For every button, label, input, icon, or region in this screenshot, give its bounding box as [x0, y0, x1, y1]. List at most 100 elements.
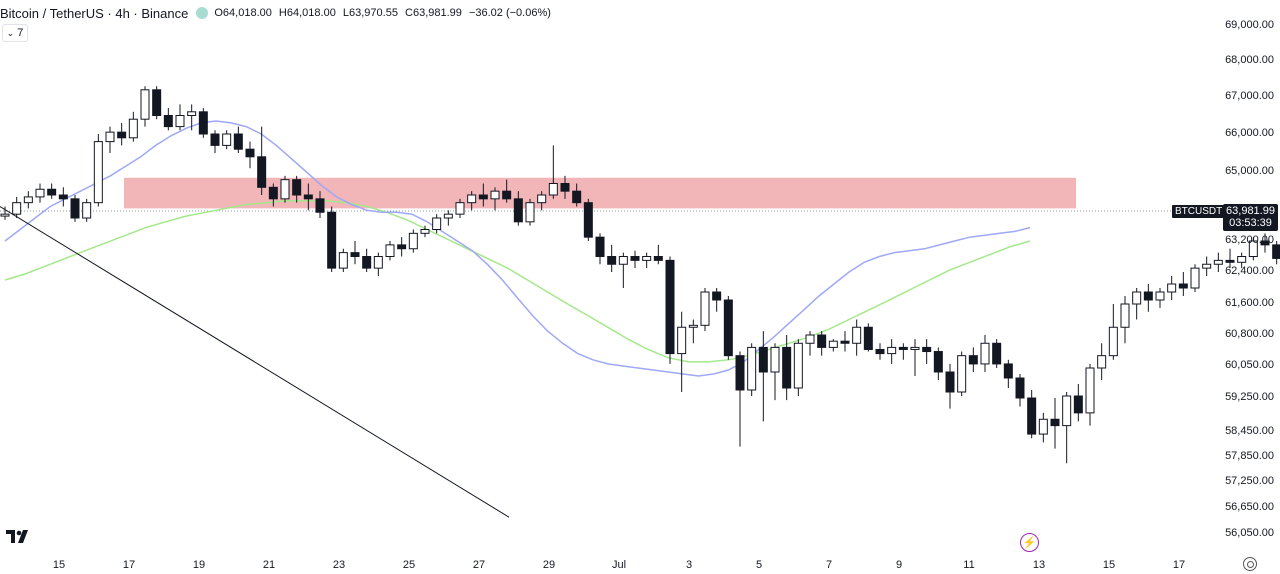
candle-down[interactable] [513, 198, 523, 223]
candle-down[interactable] [1260, 240, 1270, 246]
candle-down[interactable] [1003, 363, 1013, 379]
candle-up[interactable] [0, 213, 10, 217]
candle-up[interactable] [280, 179, 290, 200]
candle-down[interactable] [758, 346, 768, 373]
candle-down[interactable] [875, 348, 885, 355]
candle-down[interactable] [502, 190, 512, 200]
candle-down[interactable] [1225, 259, 1235, 263]
candle-up[interactable] [793, 342, 803, 389]
candle-up[interactable] [1038, 418, 1048, 435]
candle-down[interactable] [327, 211, 337, 269]
ascending-trendline[interactable] [0, 206, 510, 518]
candle-down[interactable] [1027, 397, 1037, 435]
candle-down[interactable] [898, 346, 908, 350]
candle-up[interactable] [805, 334, 815, 344]
candle-down[interactable] [607, 256, 617, 265]
candle-up[interactable] [677, 326, 687, 355]
candle-down[interactable] [303, 194, 313, 200]
candle-up[interactable] [688, 324, 698, 328]
candle-up[interactable] [93, 141, 103, 204]
symbol-title[interactable]: Bitcoin / TetherUS · 4h · Binance [0, 5, 189, 21]
resistance-zone[interactable] [124, 177, 1076, 209]
candle-down[interactable] [58, 194, 68, 200]
candle-down[interactable] [245, 148, 255, 158]
candle-down[interactable] [723, 299, 733, 357]
candle-up[interactable] [175, 115, 185, 128]
candle-down[interactable] [1178, 283, 1188, 289]
candle-up[interactable] [1202, 263, 1212, 269]
candle-down[interactable] [210, 133, 220, 146]
candle-up[interactable] [1190, 267, 1200, 289]
candle-up[interactable] [467, 194, 477, 204]
candle-up[interactable] [1108, 326, 1118, 357]
candle-down[interactable] [712, 291, 722, 301]
candle-down[interactable] [1272, 244, 1280, 259]
candle-up[interactable] [490, 190, 500, 200]
candle-up[interactable] [525, 202, 535, 223]
candle-up[interactable] [23, 196, 33, 204]
candle-up[interactable] [1097, 355, 1107, 369]
candle-up[interactable] [1062, 395, 1072, 427]
candle-up[interactable] [82, 202, 92, 219]
candle-down[interactable] [362, 256, 372, 269]
candle-up[interactable] [618, 256, 628, 265]
candle-down[interactable] [945, 371, 955, 393]
candle-up[interactable] [1085, 367, 1095, 414]
candle-up[interactable] [35, 188, 45, 198]
candle-down[interactable] [1143, 291, 1153, 301]
candle-down[interactable] [817, 334, 827, 348]
candle-down[interactable] [840, 340, 850, 344]
tradingview-logo-icon[interactable] [6, 528, 32, 544]
candle-up[interactable] [12, 202, 22, 215]
candle-up[interactable] [642, 256, 652, 261]
candle-down[interactable] [1050, 418, 1060, 427]
candle-up[interactable] [1120, 303, 1130, 328]
candle-up[interactable] [432, 217, 442, 230]
candle-down[interactable] [47, 188, 57, 196]
candle-down[interactable] [630, 256, 640, 261]
candle-up[interactable] [747, 346, 757, 391]
candle-up[interactable] [443, 213, 453, 219]
candle-up[interactable] [910, 346, 920, 350]
candle-up[interactable] [828, 340, 838, 348]
candle-down[interactable] [70, 198, 80, 219]
candle-up[interactable] [1155, 291, 1165, 301]
candle-up[interactable] [537, 194, 547, 204]
candle-down[interactable] [478, 194, 488, 200]
candle-down[interactable] [560, 183, 570, 192]
candle-down[interactable] [163, 115, 173, 128]
candle-down[interactable] [292, 179, 302, 196]
candle-up[interactable] [1167, 283, 1177, 293]
candle-up[interactable] [420, 229, 430, 234]
candle-down[interactable] [992, 342, 1002, 365]
candle-down[interactable] [665, 259, 675, 355]
candle-up[interactable] [338, 252, 348, 269]
candle-up[interactable] [852, 326, 862, 344]
gear-icon[interactable] [1243, 557, 1257, 571]
candle-down[interactable] [315, 198, 325, 213]
candle-up[interactable] [385, 244, 395, 257]
candle-up[interactable] [1248, 240, 1258, 257]
candle-up[interactable] [408, 232, 418, 250]
candle-up[interactable] [128, 118, 138, 139]
candle-down[interactable] [933, 351, 943, 373]
candle-up[interactable] [700, 291, 710, 326]
candle-down[interactable] [583, 202, 593, 238]
candle-down[interactable] [198, 111, 208, 135]
candle-up[interactable] [187, 111, 197, 117]
candle-down[interactable] [152, 89, 162, 117]
candle-down[interactable] [595, 236, 605, 258]
ma-slow-line[interactable] [4, 200, 1031, 363]
candle-down[interactable] [350, 252, 360, 257]
candle-down[interactable] [572, 190, 582, 204]
candle-up[interactable] [980, 342, 990, 365]
lightning-icon[interactable]: ⚡ [1020, 533, 1039, 552]
candle-up[interactable] [140, 89, 150, 120]
candle-up[interactable] [1213, 259, 1223, 265]
candle-up[interactable] [222, 133, 232, 146]
candle-down[interactable] [922, 346, 932, 353]
candle-down[interactable] [653, 256, 663, 261]
candle-down[interactable] [968, 355, 978, 365]
candle-down[interactable] [268, 186, 278, 200]
